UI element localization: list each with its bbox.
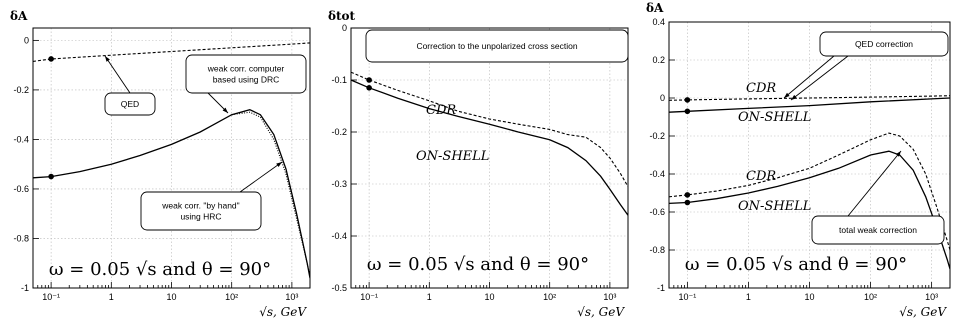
x-tick-label: 10³ bbox=[603, 292, 616, 302]
y-tick-label: -0.8 bbox=[13, 233, 29, 243]
annotation-text: Correction to the unpolarized cross sect… bbox=[416, 41, 577, 51]
annotation-arrow bbox=[104, 55, 131, 94]
x-tick-label: 10³ bbox=[285, 292, 298, 302]
y-tick-label: -1 bbox=[657, 283, 665, 293]
y-tick-label: 0.2 bbox=[652, 55, 665, 65]
y-tick-label: -1 bbox=[21, 283, 29, 293]
annotation-box bbox=[819, 31, 949, 57]
annotation-box bbox=[140, 191, 262, 231]
series-group bbox=[351, 71, 628, 216]
data-point-marker bbox=[684, 108, 691, 115]
chart-panel-unpolarized-cross-section: 10⁻¹ 1 10 10² 10³ 0 -0.1 -0.2 -0.3 -0.4 -0.5 δtot √s… bbox=[328, 9, 629, 319]
annotation-arrowhead bbox=[784, 92, 790, 98]
y-tick-label: -0.4 bbox=[13, 134, 29, 144]
y-tick-label: 0 bbox=[660, 93, 665, 103]
annotation-arrowhead bbox=[276, 162, 282, 167]
y-axis-title: δA bbox=[10, 9, 28, 23]
annotation-text: QED bbox=[121, 99, 139, 109]
y-tick-label: 0 bbox=[342, 23, 347, 33]
y-tick-label: -0.3 bbox=[331, 179, 347, 189]
x-tick-label: 1 bbox=[109, 292, 114, 302]
y-tick-label: -0.6 bbox=[13, 184, 29, 194]
x-axis-title: √s, GeV bbox=[899, 305, 947, 319]
annotation-arrowhead bbox=[222, 107, 228, 113]
annotation-box bbox=[811, 215, 945, 245]
series-group bbox=[33, 42, 310, 279]
annotation-box bbox=[104, 92, 156, 116]
y-tick-label: -0.4 bbox=[331, 231, 347, 241]
x-tick-label: 10⁻¹ bbox=[42, 292, 60, 302]
x-tick-label: 10 bbox=[804, 292, 814, 302]
series-label-cdr: CDR bbox=[426, 103, 456, 118]
x-tick-label: 10 bbox=[166, 292, 176, 302]
series-line-cdr-2 bbox=[669, 132, 950, 251]
x-tick-label: 10² bbox=[225, 292, 238, 302]
x-tick-label: 10³ bbox=[925, 292, 938, 302]
annotation-arrow bbox=[847, 150, 902, 217]
parameter-formula: ω = 0.05 √s and θ = 90° bbox=[367, 254, 589, 275]
x-axis-title: √s, GeV bbox=[577, 305, 625, 319]
series-label-cdr: CDR bbox=[746, 81, 776, 96]
data-point-marker bbox=[366, 85, 372, 91]
x-tick-label: 10⁻¹ bbox=[360, 292, 378, 302]
data-point-marker bbox=[684, 199, 691, 206]
series-line-cdr-0 bbox=[669, 95, 950, 101]
annotation-box bbox=[365, 29, 629, 63]
y-tick-label: -0.6 bbox=[649, 207, 665, 217]
y-tick-label: -0.8 bbox=[649, 245, 665, 255]
x-tick-label: 10⁻¹ bbox=[678, 292, 696, 302]
y-tick-label: -0.5 bbox=[331, 283, 347, 293]
y-tick-label: -0.4 bbox=[649, 169, 665, 179]
annotation-arrowhead bbox=[895, 151, 901, 157]
series-line-cdr-0 bbox=[351, 71, 628, 187]
y-axis-title: δtot bbox=[328, 9, 356, 23]
series-label-on-shell: ON-SHELL bbox=[416, 149, 489, 164]
chart-panel-weak-correction-asymmetry: 10⁻¹ 1 10 10² 10³ 0 -0.2 -0.4 -0.6 -0.8 -1 δA √s, Ge… bbox=[10, 9, 311, 319]
x-tick-label: 10² bbox=[543, 292, 556, 302]
x-tick-label: 10² bbox=[864, 292, 877, 302]
y-axis-title: δA bbox=[646, 1, 664, 15]
annotation-arrowhead bbox=[791, 94, 797, 100]
parameter-formula: ω = 0.05 √s and θ = 90° bbox=[49, 259, 271, 280]
data-point-marker bbox=[684, 192, 691, 198]
annotation-arrow bbox=[790, 55, 849, 101]
annotation-text: based using DRC bbox=[213, 75, 280, 85]
data-point-marker bbox=[684, 97, 691, 103]
data-point-marker bbox=[48, 173, 54, 180]
y-tick-label: 0 bbox=[24, 35, 29, 45]
y-tick-label: -0.2 bbox=[649, 131, 665, 141]
x-tick-label: 10 bbox=[484, 292, 494, 302]
annotation-text: weak corr. "by hand" bbox=[161, 201, 239, 211]
x-tick-label: 1 bbox=[746, 292, 751, 302]
annotation-text: weak corr. computer bbox=[207, 64, 285, 74]
x-tick-label: 1 bbox=[427, 292, 432, 302]
x-axis-title: √s, GeV bbox=[259, 305, 307, 319]
annotation-text: QED correction bbox=[855, 39, 913, 49]
series-label-on-shell: ON-SHELL bbox=[738, 110, 811, 125]
annotation-text: using HRC bbox=[180, 212, 221, 222]
annotation-text: total weak correction bbox=[839, 225, 917, 235]
chart-panel-qed-and-total-weak-correction: 10⁻¹ 1 10 10² 10³ 0.4 0.2 0 -0.2 -0.4 -0.6 -0.8 -1 δA… bbox=[646, 1, 951, 319]
y-tick-label: -0.2 bbox=[331, 127, 347, 137]
y-tick-label: 0.4 bbox=[652, 17, 665, 27]
y-tick-label: -0.2 bbox=[13, 85, 29, 95]
annotation-box bbox=[185, 54, 307, 94]
data-point-marker bbox=[366, 77, 372, 83]
annotation-arrowhead bbox=[105, 56, 110, 62]
data-point-marker bbox=[48, 56, 54, 62]
series-line-on-shell-1 bbox=[351, 79, 628, 216]
series-label-on-shell: ON-SHELL bbox=[738, 199, 811, 214]
y-tick-label: -0.1 bbox=[331, 75, 347, 85]
series-line-dotted-2 bbox=[231, 111, 310, 276]
annotation-arrow bbox=[239, 161, 283, 193]
series-label-cdr: CDR bbox=[746, 169, 776, 184]
annotation-arrow bbox=[783, 55, 835, 99]
parameter-formula: ω = 0.05 √s and θ = 90° bbox=[685, 254, 907, 275]
